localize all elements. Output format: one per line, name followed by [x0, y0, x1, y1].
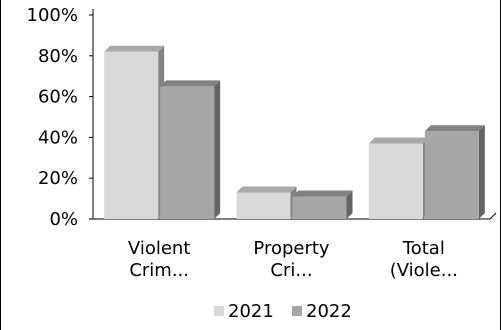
legend-swatch-2021	[214, 306, 224, 316]
category-label-line: (Viole...	[390, 260, 458, 281]
bar-front-face	[104, 51, 159, 219]
category-label-line: Violent	[128, 238, 190, 259]
legend-label-2021: 2021	[228, 301, 274, 322]
category-label-line: Total	[402, 238, 445, 259]
bar-2022-1	[292, 190, 353, 219]
floor-depth-line	[489, 212, 497, 220]
category-label: Total (Viole...	[390, 238, 458, 281]
category-label: Violent Crim...	[128, 238, 190, 281]
bar-front-face	[292, 196, 347, 219]
bar-top-face	[160, 80, 221, 87]
bar-side-face	[346, 190, 353, 219]
y-tick-label: 60%	[38, 87, 78, 108]
y-axis: 0% 20% 40% 60% 80% 100%	[27, 5, 497, 230]
bar-top-face	[368, 137, 429, 144]
bar-2021-2	[368, 137, 429, 219]
legend-label-2022: 2022	[306, 301, 352, 322]
bars-group	[104, 45, 485, 220]
bar-side-face	[478, 125, 485, 219]
y-tick-label: 80%	[38, 46, 78, 67]
bar-top-face	[424, 125, 485, 132]
bar-2021-0	[104, 45, 165, 219]
bar-front-face	[368, 143, 423, 219]
y-tick-label: 20%	[38, 168, 78, 189]
x-axis-labels: Violent Crim... Property Cri... Total (Viole.…	[128, 238, 458, 281]
category-label: Property Cri...	[253, 238, 330, 281]
bar-front-face	[424, 131, 479, 219]
legend: 2021 2022	[214, 301, 352, 322]
bar-front-face	[236, 192, 291, 219]
y-tick-label: 40%	[38, 127, 78, 148]
bar-2022-2	[424, 125, 485, 219]
bar-top-face	[236, 186, 297, 193]
legend-swatch-2022	[292, 306, 302, 316]
category-label-line: Crim...	[129, 260, 189, 281]
category-label-line: Cri...	[270, 260, 312, 281]
bar-front-face	[160, 86, 215, 220]
bar-2021-1	[236, 186, 297, 219]
bar-top-face	[292, 190, 353, 197]
y-tick-label: 100%	[27, 5, 78, 26]
bar-top-face	[104, 45, 165, 52]
bar-side-face	[214, 80, 221, 220]
bar-2022-0	[160, 80, 221, 220]
y-tick-label: 0%	[49, 209, 78, 230]
category-label-line: Property	[253, 238, 330, 259]
left-frame-border	[0, 0, 1, 330]
